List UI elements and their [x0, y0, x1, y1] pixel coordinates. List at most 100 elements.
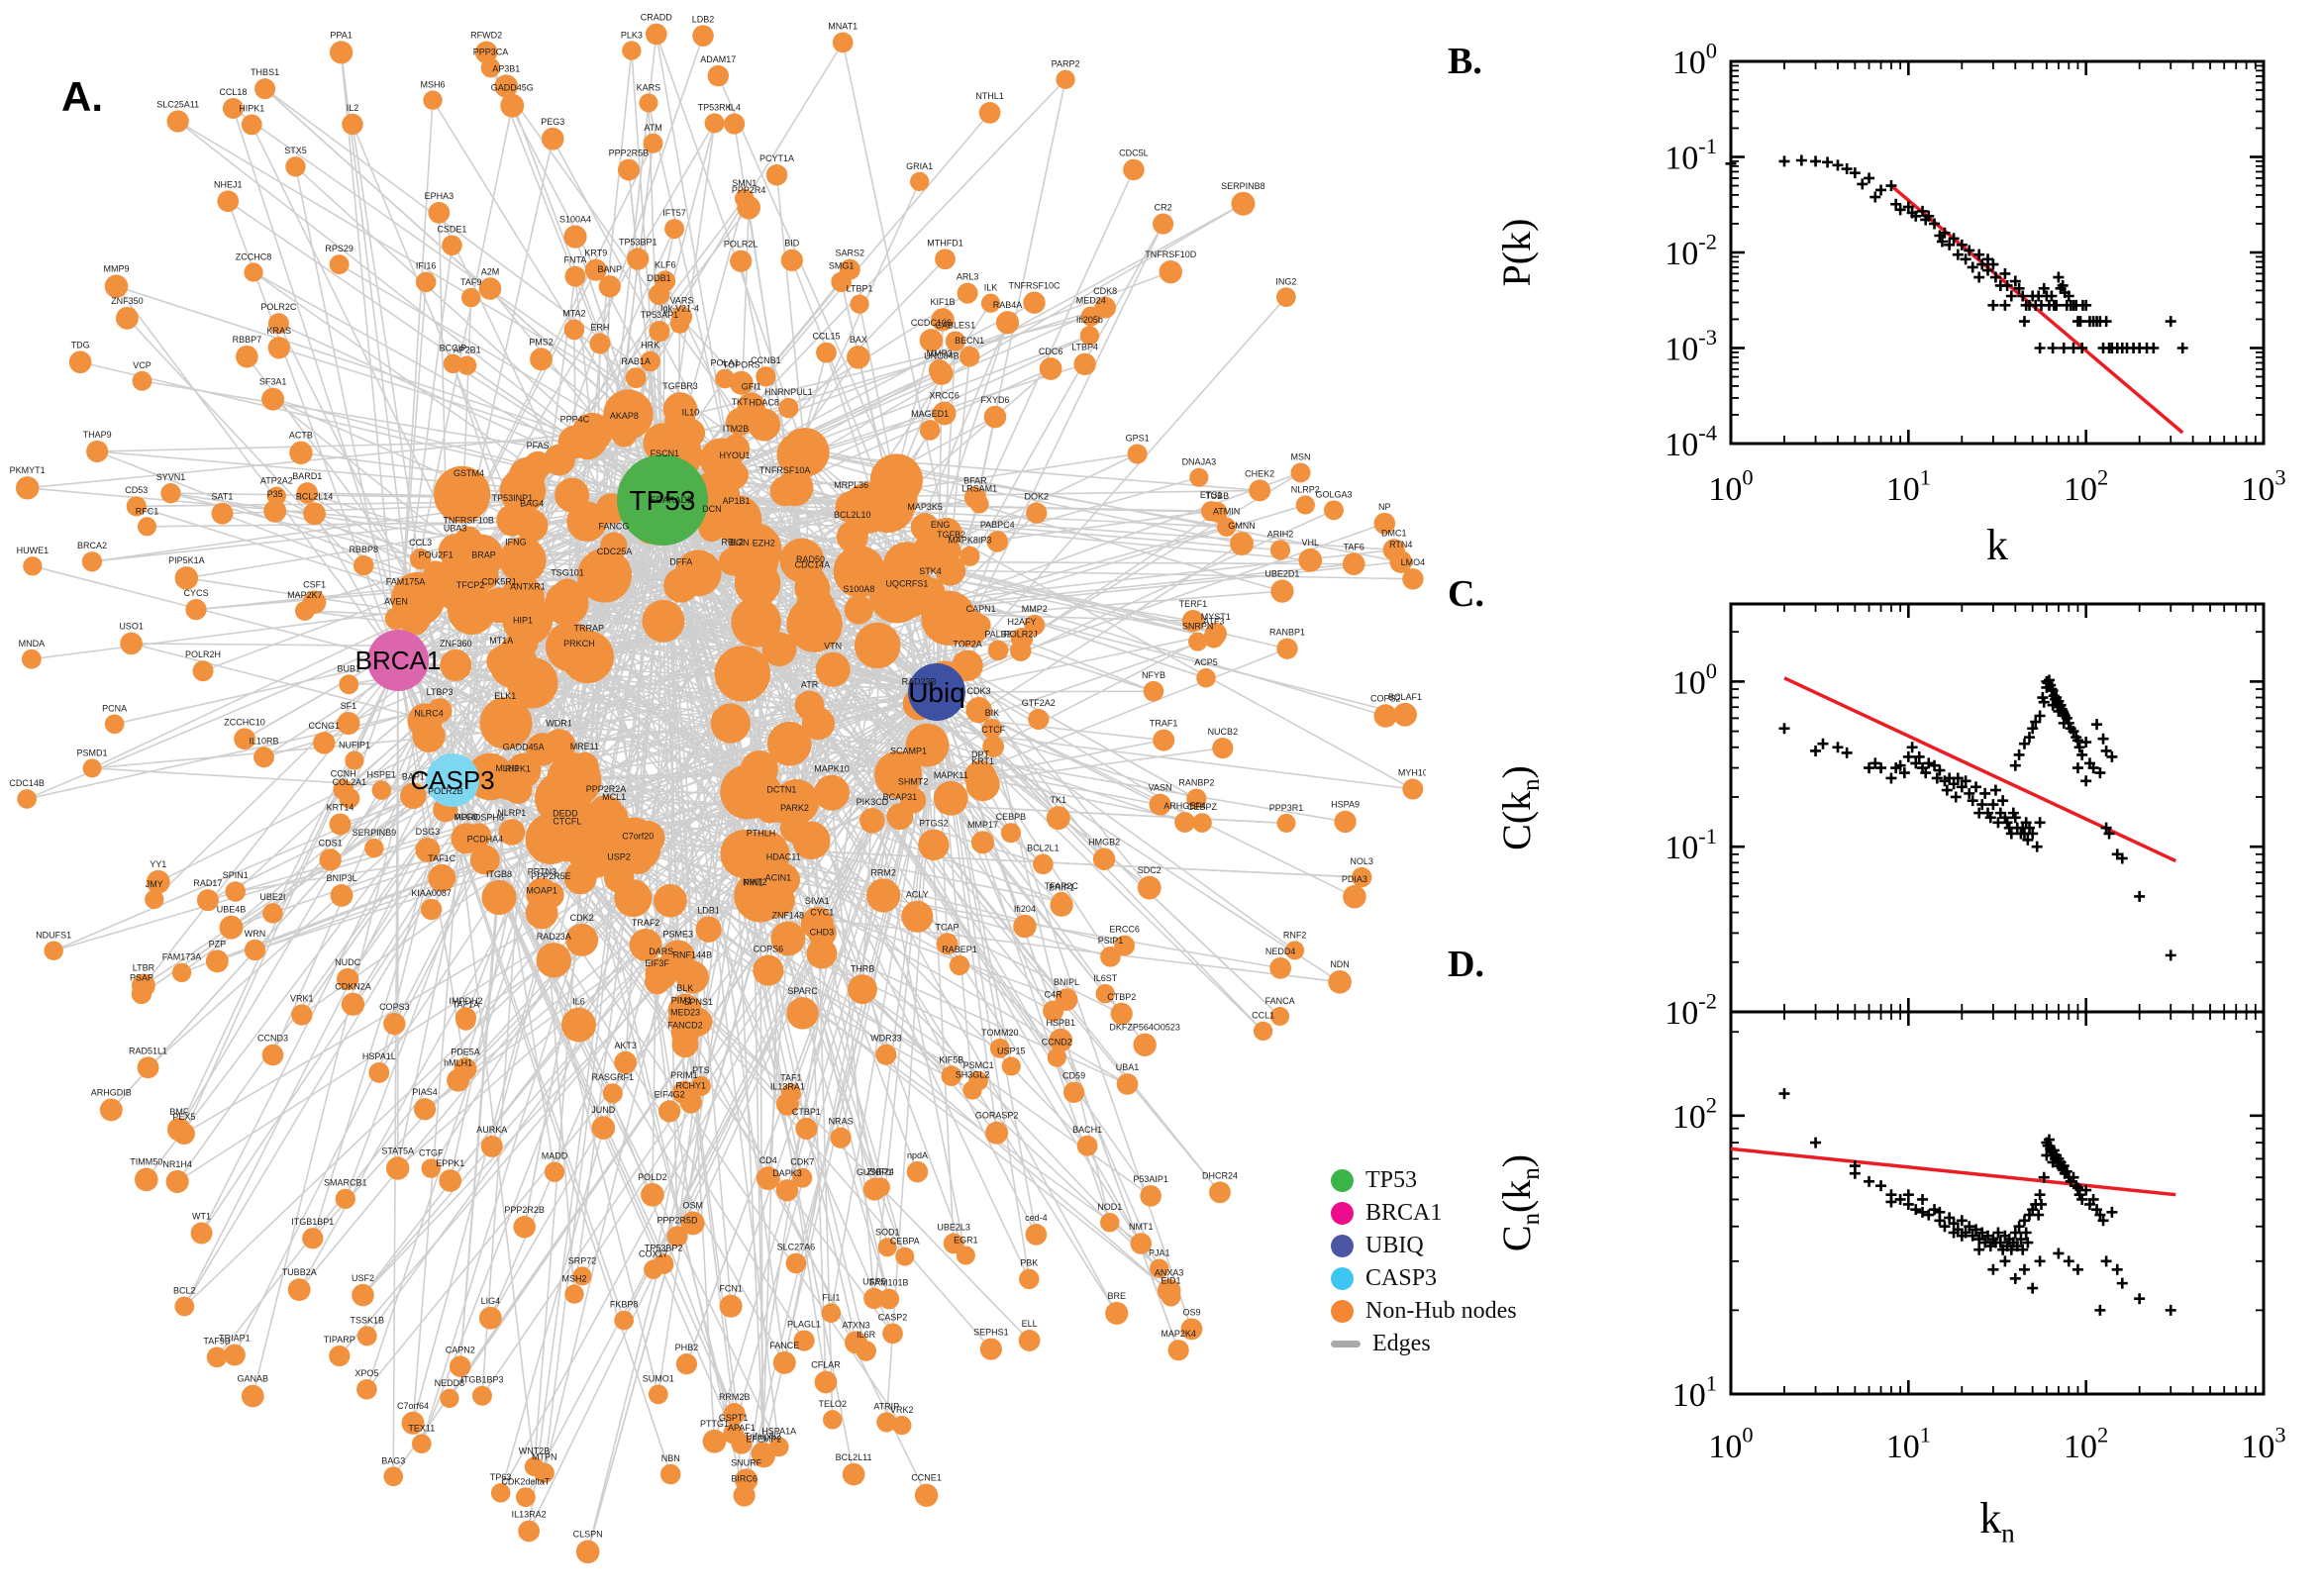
network-node-label: GTF2A2: [1022, 698, 1056, 708]
network-node-label: CRADD: [641, 13, 673, 23]
chart-panel-d: 100 101 102 103 102 101 kn Cn(kn): [1494, 1010, 2286, 1548]
network-node-label: CYCS: [183, 588, 208, 598]
network-edge: [176, 691, 938, 1183]
network-node: [963, 760, 997, 793]
network-node-label: KRT9: [584, 249, 607, 258]
axis-tick-label: 10-1: [1665, 134, 1717, 176]
network-node: [970, 615, 991, 635]
network-node-label: H2AFY: [1007, 617, 1036, 627]
network-node: [848, 974, 877, 1005]
axis-title: P(k): [1494, 219, 1539, 287]
network-node: [1253, 1021, 1273, 1042]
network-node-label: SYVN1: [156, 472, 186, 482]
network-node-label: EIF4G2: [655, 1089, 685, 1099]
network-node: [254, 78, 276, 100]
network-node-label: PTTG1: [700, 1419, 729, 1429]
network-node: [575, 1540, 600, 1564]
network-node: [1095, 984, 1115, 1004]
network-node-label: FLI1: [822, 1292, 840, 1302]
network-node-label: ACIN1: [765, 873, 792, 883]
network-node-label: THBS1: [251, 67, 279, 77]
network-node: [1018, 1330, 1041, 1351]
network-node: [982, 736, 1005, 757]
network-node-label: CDC6: [1039, 347, 1063, 356]
network-node: [1047, 1047, 1066, 1067]
network-node-label: PPA1: [330, 30, 352, 40]
network-node: [640, 350, 660, 372]
network-node-label: FANCG: [598, 521, 629, 531]
network-node: [206, 1347, 228, 1368]
network-node-label: MMP3: [927, 349, 953, 358]
network-node: [963, 486, 986, 509]
axis-tick-label: 102: [1672, 1093, 1717, 1136]
network-edge: [32, 565, 399, 661]
network-node: [663, 567, 699, 603]
network-edge: [574, 276, 593, 434]
network-node-label: S100A4: [559, 214, 591, 224]
network-node: [411, 1434, 432, 1454]
network-node-label: PHB2: [675, 1343, 699, 1352]
network-node-label: CAPN2: [446, 1345, 475, 1354]
network-node-label: COPS6: [754, 945, 784, 954]
network-node-label: CD59: [1062, 1071, 1085, 1081]
network-node-label: JUND: [591, 1105, 615, 1115]
network-node: [518, 1520, 541, 1543]
network-node-label: MSN: [1291, 451, 1311, 461]
network-node-label: SF3A1: [259, 377, 287, 387]
hub-node-casp3: [426, 753, 479, 807]
network-node: [478, 277, 502, 300]
network-node-label: NDN: [1330, 959, 1350, 969]
network-node-label: MCL1: [602, 792, 626, 802]
network-node-label: ANTXR1: [510, 582, 546, 592]
network-node: [738, 888, 768, 919]
network-node-label: RNF2: [1283, 930, 1307, 940]
network-node: [645, 23, 667, 46]
network-node: [172, 1122, 195, 1146]
network-node: [933, 780, 968, 816]
network-node: [171, 962, 192, 983]
network-edge: [340, 51, 399, 661]
network-node: [1186, 788, 1207, 809]
network-node: [733, 1484, 756, 1507]
network-node: [835, 491, 867, 524]
fit-line: [1889, 184, 2184, 435]
network-node: [770, 921, 806, 956]
network-node-label: SPIN1: [223, 870, 249, 880]
scatter-points: [1725, 154, 2188, 353]
network-node: [870, 1177, 890, 1198]
axis-tick-label: 102: [2064, 1423, 2108, 1465]
network-node-label: ITGB1BP3: [460, 1375, 503, 1385]
network-node-label: CHD3: [810, 928, 835, 938]
network-node: [731, 1433, 753, 1454]
network-node-label: TRIAP1: [219, 1333, 251, 1343]
network-node: [625, 367, 647, 389]
network-node-label: BCL2: [173, 1286, 196, 1296]
network-node-label: TRRAP: [574, 623, 605, 633]
network-node-label: PSIP1: [1098, 936, 1124, 946]
legend-item-label: CASP3: [1365, 1265, 1438, 1291]
network-node-label: RAD51L1: [129, 1046, 167, 1055]
network-node: [535, 771, 587, 825]
network-node-label: IL13RA1: [770, 1082, 805, 1092]
network-node-label: HSPB1: [1047, 1018, 1076, 1028]
network-edge: [661, 112, 991, 501]
network-node-label: PPP2R5B: [609, 149, 650, 158]
network-node-label: ZNF350: [111, 296, 144, 306]
network-node: [1039, 357, 1062, 380]
network-edge: [936, 79, 1066, 693]
network-node-label: DEDD: [553, 809, 578, 819]
network-node-label: CDK8: [1093, 286, 1117, 296]
network-node: [460, 287, 481, 308]
network-node-label: PPP4C: [560, 415, 590, 425]
axis-tick-label: 10-4: [1665, 421, 1717, 463]
network-node-label: PEG3: [541, 117, 564, 127]
network-node: [876, 1412, 897, 1433]
network-node-label: MTPN: [532, 1452, 557, 1462]
network-node: [469, 845, 500, 875]
network-node-label: PSMD1: [77, 748, 108, 757]
network-node-label: ILK: [984, 283, 998, 293]
network-edge: [430, 673, 744, 1169]
network-node-label: KLF6: [655, 259, 676, 269]
network-node-label: C4R: [1045, 990, 1063, 1000]
hub-label-tp53: TP53: [630, 485, 696, 516]
